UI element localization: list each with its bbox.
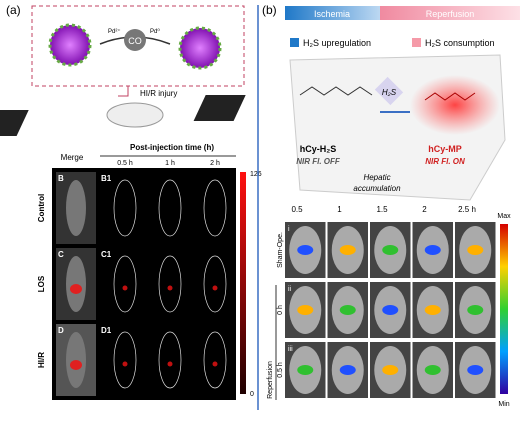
molecule <box>299 86 373 96</box>
panel-id: B1 <box>101 174 112 183</box>
glow <box>410 75 500 135</box>
group-label: HI/R <box>37 352 46 368</box>
scheme-box <box>31 5 245 87</box>
signal <box>297 305 314 315</box>
row-id: i <box>288 226 290 233</box>
phase-bar <box>380 6 520 20</box>
time-label: 0.5 h <box>117 160 133 167</box>
group-label: LOS <box>37 275 46 292</box>
reagent-icon <box>374 76 404 106</box>
panel-label: (b) <box>262 3 277 17</box>
column-header: Merge <box>61 153 84 162</box>
accumulation-label: accumulation <box>353 184 401 193</box>
scale-min: 0 <box>250 391 254 398</box>
product-name: hCy-MP <box>428 144 462 154</box>
time-label: 1.5 <box>376 205 388 214</box>
signal <box>297 365 314 375</box>
signal <box>339 245 356 255</box>
nanoprobe <box>48 23 92 67</box>
pd-label: Pd⁰ <box>150 28 160 35</box>
scale-max: Max <box>497 213 511 220</box>
co-label: CO <box>128 36 142 46</box>
nanoprobe <box>178 26 222 70</box>
signal <box>122 285 128 291</box>
row-id: ii <box>288 286 292 293</box>
mouse-outline <box>158 331 182 389</box>
time-label: 2 <box>422 205 427 214</box>
time-title: Post-injection time (h) <box>130 143 214 152</box>
signal <box>212 361 218 367</box>
pd-label: Pd²⁺ <box>108 28 121 35</box>
phase-label: Reperfusion <box>426 9 475 19</box>
phase-label: Ischemia <box>314 9 350 19</box>
probe-name: hCy-H₂S <box>300 144 337 154</box>
colorbar <box>240 172 246 394</box>
scale-min: Min <box>498 401 509 408</box>
signal <box>382 365 399 375</box>
panel-id: C1 <box>101 250 112 259</box>
mouse-outline <box>113 331 137 389</box>
colorbar <box>500 224 508 394</box>
mouse-outline <box>203 255 227 313</box>
mouse-outline <box>158 255 182 313</box>
mouse-outline <box>113 179 137 237</box>
panel-label: (a) <box>6 3 21 17</box>
reagent-label: H₂S <box>382 88 397 97</box>
mouse-body <box>66 180 86 236</box>
injury-label: HI/R injury <box>140 89 177 98</box>
signal <box>467 245 484 255</box>
group-label: Control <box>37 194 46 222</box>
panel-id: C <box>58 250 64 259</box>
mouse-outline <box>203 179 227 237</box>
accumulation-label: Hepatic <box>363 173 390 182</box>
time-label: 1 h <box>165 160 175 167</box>
panel-id: D <box>58 326 64 335</box>
signal <box>339 365 356 375</box>
row-label: 0 h <box>277 305 284 315</box>
molecule <box>424 92 476 101</box>
signal <box>424 365 441 375</box>
row-label: 0.5 h <box>277 362 284 378</box>
mouse <box>106 102 164 128</box>
time-label: 0.5 <box>291 205 303 214</box>
legend-swatch <box>412 38 421 47</box>
signal <box>382 305 399 315</box>
signal <box>467 365 484 375</box>
time-label: 2 h <box>210 160 220 167</box>
signal <box>70 284 82 294</box>
signal <box>167 361 173 367</box>
signal <box>122 361 128 367</box>
signal <box>424 305 441 315</box>
time-label: 2.5 h <box>458 205 476 214</box>
legend-label: H₂S consumption <box>425 38 495 48</box>
row-label: Sham-Ope. <box>277 232 284 268</box>
probe-state: NIR Fl. OFF <box>296 157 341 166</box>
mouse-outline <box>113 255 137 313</box>
product-state: NIR Fl. ON <box>425 157 465 166</box>
group-label: Reperfusion <box>267 361 274 399</box>
panel-id: B <box>58 174 64 183</box>
time-label: 1 <box>337 205 342 214</box>
mouse-outline <box>203 331 227 389</box>
mouse-outline <box>158 179 182 237</box>
image-thumb <box>0 110 29 136</box>
connector <box>118 86 129 97</box>
image-thumb <box>193 95 246 121</box>
signal <box>424 245 441 255</box>
scale-max: 126 <box>250 171 262 178</box>
co-icon <box>124 29 146 51</box>
signal <box>70 360 82 370</box>
row-id: iii <box>288 346 293 353</box>
signal <box>382 245 399 255</box>
signal <box>339 305 356 315</box>
legend-swatch <box>290 38 299 47</box>
panel-id: D1 <box>101 326 112 335</box>
legend-label: H₂S upregulation <box>303 38 371 48</box>
signal <box>212 285 218 291</box>
phase-bar <box>285 6 380 20</box>
signal <box>167 285 173 291</box>
signal <box>297 245 314 255</box>
signal <box>467 305 484 315</box>
